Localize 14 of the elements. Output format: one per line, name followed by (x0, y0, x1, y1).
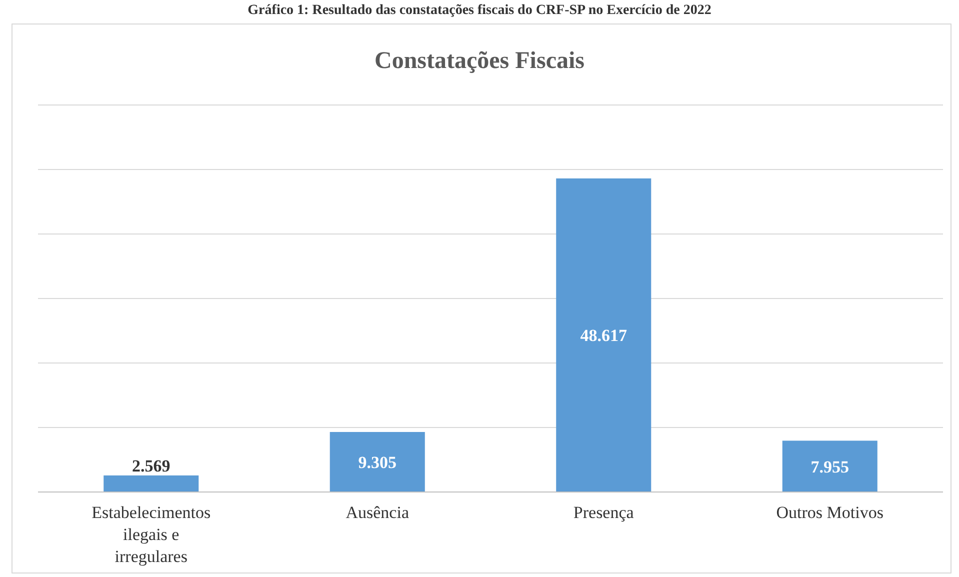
bar (782, 440, 878, 492)
data-label: 2.569 (132, 456, 170, 476)
data-label: 7.955 (810, 457, 849, 476)
x-tick-label: Estabelecimentos ilegais e irregulares (92, 503, 211, 566)
bar (104, 475, 199, 492)
text: Gráfico 1: Resultado das constatações fiscais do CRF-SP no Exercício de 2022 (248, 3, 712, 18)
data-label: 9.305 (358, 452, 396, 472)
data-label: 48.617 (580, 326, 628, 346)
chart-title: Constatações Fiscais (374, 48, 584, 74)
bar (556, 178, 652, 492)
bar (330, 432, 425, 492)
x-tick-label: Presença (573, 503, 634, 522)
x-tick-label: Outros Motivos (776, 503, 884, 522)
x-tick-label: Ausência (346, 503, 410, 522)
